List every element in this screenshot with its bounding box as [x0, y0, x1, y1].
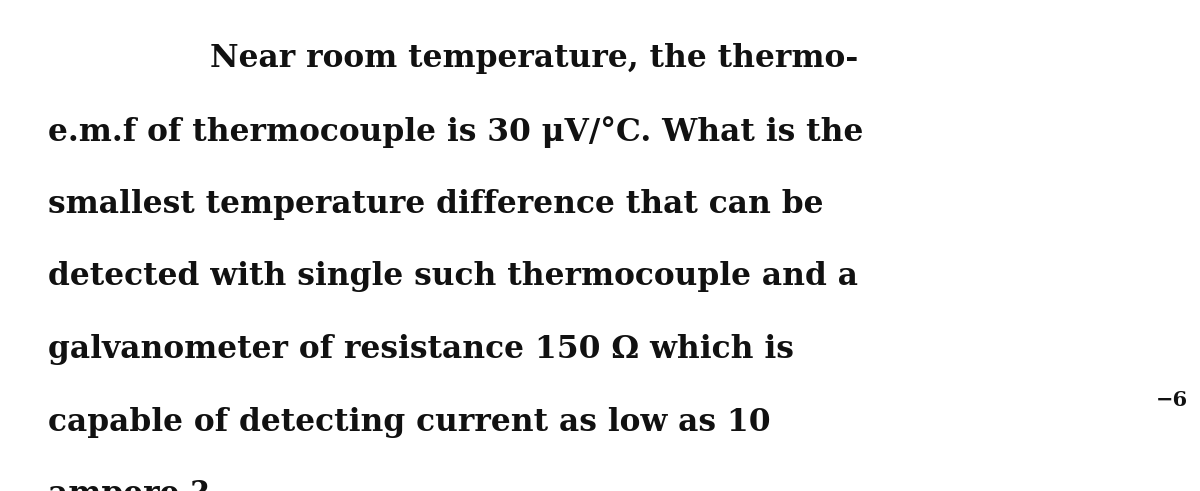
Text: galvanometer of resistance 150 Ω which is: galvanometer of resistance 150 Ω which i…	[48, 334, 794, 365]
Text: capable of detecting current as low as 10: capable of detecting current as low as 1…	[48, 407, 770, 438]
Text: capable of detecting current as low as 10−6: capable of detecting current as low as 1…	[48, 407, 818, 438]
Text: Near room temperature, the thermo-: Near room temperature, the thermo-	[210, 43, 858, 75]
Text: e.m.f of thermocouple is 30 μV/°C. What is the: e.m.f of thermocouple is 30 μV/°C. What …	[48, 116, 863, 147]
Text: detected with single such thermocouple and a: detected with single such thermocouple a…	[48, 261, 858, 293]
Text: ampere ?: ampere ?	[48, 479, 209, 491]
Text: smallest temperature difference that can be: smallest temperature difference that can…	[48, 189, 823, 220]
Text: −6: −6	[1156, 390, 1188, 410]
